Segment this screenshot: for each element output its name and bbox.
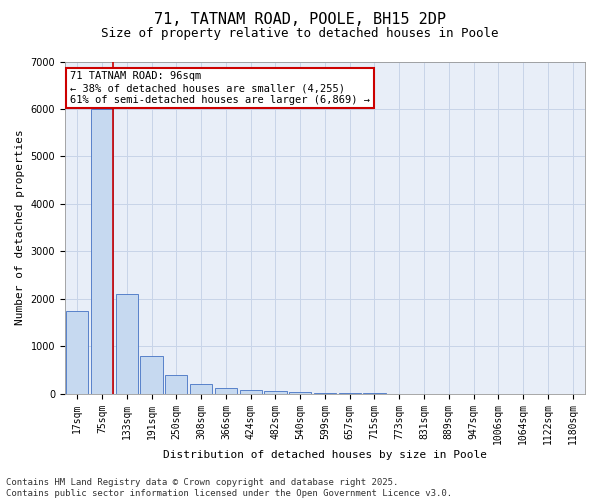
Bar (140, 356, 163, 394)
Bar (215, 388, 237, 394)
Text: Size of property relative to detached houses in Poole: Size of property relative to detached ho… (101, 28, 499, 40)
Bar (264, 391, 287, 394)
X-axis label: Distribution of detached houses by size in Poole: Distribution of detached houses by size … (163, 450, 487, 460)
Bar (190, 384, 212, 394)
Text: 71, TATNAM ROAD, POOLE, BH15 2DP: 71, TATNAM ROAD, POOLE, BH15 2DP (154, 12, 446, 28)
Bar (91, 109, 113, 394)
Bar (116, 294, 138, 394)
Bar (239, 390, 262, 394)
Y-axis label: Number of detached properties: Number of detached properties (15, 130, 25, 326)
Bar (289, 392, 311, 394)
Text: 71 TATNAM ROAD: 96sqm
← 38% of detached houses are smaller (4,255)
61% of semi-d: 71 TATNAM ROAD: 96sqm ← 38% of detached … (70, 72, 370, 104)
Bar (66, 310, 88, 394)
Bar (165, 374, 187, 394)
Text: Contains HM Land Registry data © Crown copyright and database right 2025.
Contai: Contains HM Land Registry data © Crown c… (6, 478, 452, 498)
